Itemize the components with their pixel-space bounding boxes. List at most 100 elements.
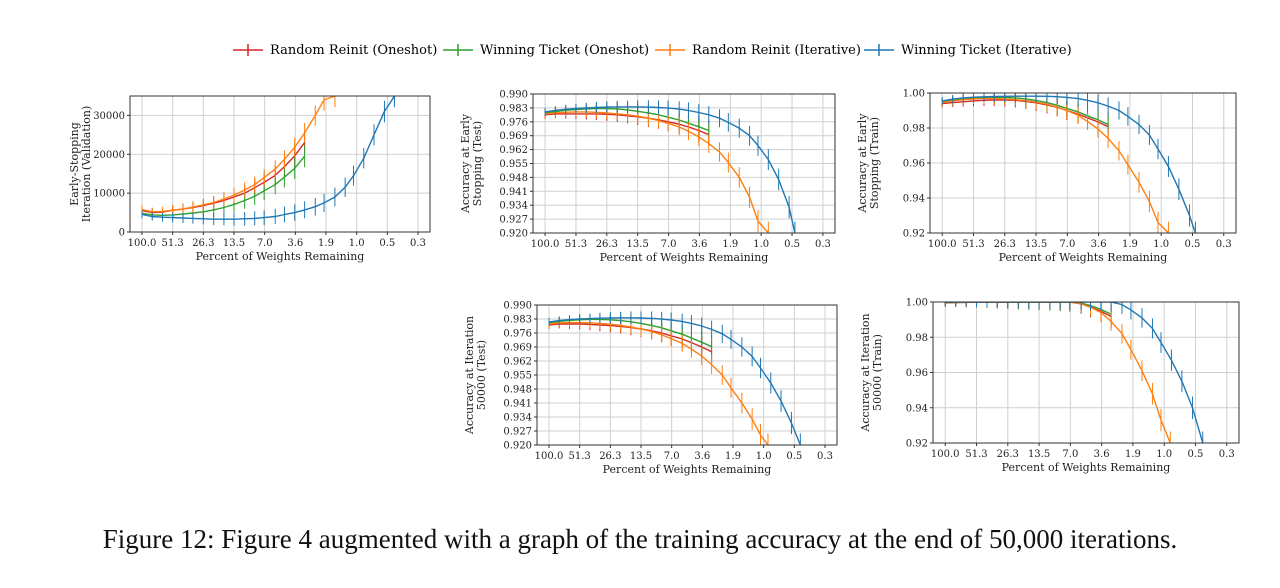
y-tick-label: 0.969	[499, 131, 528, 142]
x-tick-label: 7.0	[661, 239, 677, 250]
legend-marker-winning-ticket-oneshot	[443, 44, 473, 56]
y-tick-label: 0.920	[499, 229, 528, 240]
x-axis-label: Percent of Weights Remaining	[600, 251, 769, 264]
legend-marker-winning-ticket-iterative	[864, 44, 894, 56]
y-axis-label: Accuracy at Iteration	[859, 313, 872, 432]
y-tick-label: 20000	[93, 150, 125, 161]
series-line-random-reinit-oneshot	[548, 323, 712, 353]
x-tick-label: 3.6	[1091, 239, 1107, 250]
y-tick-label: 30000	[93, 111, 125, 122]
x-tick-label: 3.6	[1094, 449, 1110, 460]
x-tick-label: 0.5	[379, 238, 395, 249]
y-tick-label: 0.990	[499, 90, 528, 101]
x-tick-label: 1.9	[1125, 449, 1141, 460]
legend-label: Random Reinit (Iterative)	[692, 42, 861, 58]
y-tick-label: 0.969	[503, 343, 532, 354]
x-tick-label: 3.6	[694, 451, 710, 462]
x-tick-label: 100.0	[928, 239, 957, 250]
x-axis-label: Percent of Weights Remaining	[603, 463, 772, 476]
series-line-winning-ticket-iterative	[942, 95, 1197, 233]
y-tick-label: 0.962	[503, 357, 532, 368]
legend-label: Winning Ticket (Oneshot)	[480, 42, 650, 58]
y-tick-label: 0.92	[903, 229, 925, 240]
x-axis-label: Percent of Weights Remaining	[1002, 461, 1171, 474]
y-axis-label: 50000 (Test)	[475, 340, 488, 410]
y-tick-label: 0.962	[499, 145, 528, 156]
legend-item-random-reinit-iterative: Random Reinit (Iterative)	[655, 36, 861, 64]
x-tick-label: 3.6	[691, 239, 707, 250]
plot-frame	[532, 93, 836, 234]
x-tick-label: 26.3	[596, 239, 618, 250]
series-line-winning-ticket-iterative	[945, 302, 1204, 443]
y-tick-label: 0.98	[903, 124, 925, 135]
y-axis-label: Iteration (Validation)	[80, 106, 93, 223]
x-tick-label: 1.0	[349, 238, 365, 249]
y-tick-label: 0.983	[499, 103, 528, 114]
x-tick-label: 100.0	[931, 449, 960, 460]
legend-marker-random-reinit-iterative	[655, 44, 685, 56]
series-line-winning-ticket-oneshot	[945, 302, 1112, 315]
y-tick-label: 0.96	[903, 159, 925, 170]
series-line-random-reinit-iterative	[942, 97, 1169, 233]
x-tick-label: 51.3	[569, 451, 591, 462]
x-tick-label: 0.3	[815, 239, 831, 250]
y-axis-label: Stopping (Train)	[868, 117, 881, 209]
x-tick-label: 0.5	[1185, 239, 1201, 250]
x-tick-label: 1.0	[753, 239, 769, 250]
x-tick-label: 100.0	[128, 238, 157, 249]
series-line-winning-ticket-oneshot	[942, 96, 1109, 126]
plot-frame	[536, 304, 838, 446]
x-tick-label: 1.0	[1156, 449, 1172, 460]
series-line-winning-ticket-iterative	[548, 317, 802, 445]
series-line-random-reinit-iterative	[545, 111, 769, 233]
x-tick-label: 0.3	[410, 238, 426, 249]
x-axis-label: Percent of Weights Remaining	[196, 250, 365, 263]
y-axis-label: Early-Stopping	[68, 122, 81, 206]
legend: Random Reinit (Oneshot) Winning Ticket (…	[0, 36, 1280, 64]
x-tick-label: 0.3	[1219, 449, 1235, 460]
series-line-winning-ticket-oneshot	[545, 107, 710, 132]
y-axis-label: 50000 (Train)	[871, 334, 884, 411]
y-tick-label: 0.976	[503, 329, 532, 340]
x-tick-label: 100.0	[531, 239, 560, 250]
y-tick-label: 0.94	[903, 194, 925, 205]
series-line-random-reinit-iterative	[548, 321, 769, 445]
legend-item-winning-ticket-oneshot: Winning Ticket (Oneshot)	[443, 36, 649, 64]
y-tick-label: 0.955	[499, 159, 528, 170]
series-line-winning-ticket-oneshot	[548, 318, 712, 348]
x-tick-label: 7.0	[257, 238, 273, 249]
y-axis-label: Accuracy at Iteration	[463, 316, 476, 435]
y-axis-label: Accuracy at Early	[856, 113, 869, 214]
plot-frame	[129, 95, 431, 233]
y-tick-label: 0.927	[503, 427, 532, 438]
series-line-random-reinit-oneshot	[945, 302, 1112, 318]
x-tick-label: 51.3	[962, 239, 984, 250]
x-tick-label: 26.3	[997, 449, 1019, 460]
series-line-random-reinit-iterative	[945, 302, 1171, 443]
x-tick-label: 1.9	[1122, 239, 1138, 250]
y-tick-label: 0.934	[503, 413, 532, 424]
y-tick-label: 1.00	[906, 298, 928, 309]
series-line-random-reinit-oneshot	[942, 99, 1109, 128]
y-tick-label: 0.976	[499, 117, 528, 128]
x-tick-label: 13.5	[627, 239, 649, 250]
series-line-winning-ticket-oneshot	[141, 155, 306, 217]
x-tick-label: 0.3	[817, 451, 833, 462]
plot-frame	[929, 92, 1237, 234]
y-tick-label: 0.927	[499, 215, 528, 226]
y-tick-label: 0.96	[906, 368, 928, 379]
x-tick-label: 13.5	[223, 238, 245, 249]
x-tick-label: 1.0	[1153, 239, 1169, 250]
x-tick-label: 1.9	[318, 238, 334, 249]
y-tick-label: 10000	[93, 189, 125, 200]
y-tick-label: 0.955	[503, 371, 532, 382]
series-line-winning-ticket-iterative	[141, 96, 396, 220]
y-tick-label: 0.934	[499, 201, 528, 212]
y-tick-label: 0.920	[503, 441, 532, 452]
series-line-winning-ticket-iterative	[544, 106, 796, 233]
x-tick-label: 26.3	[192, 238, 214, 249]
y-tick-label: 0.94	[906, 403, 928, 414]
